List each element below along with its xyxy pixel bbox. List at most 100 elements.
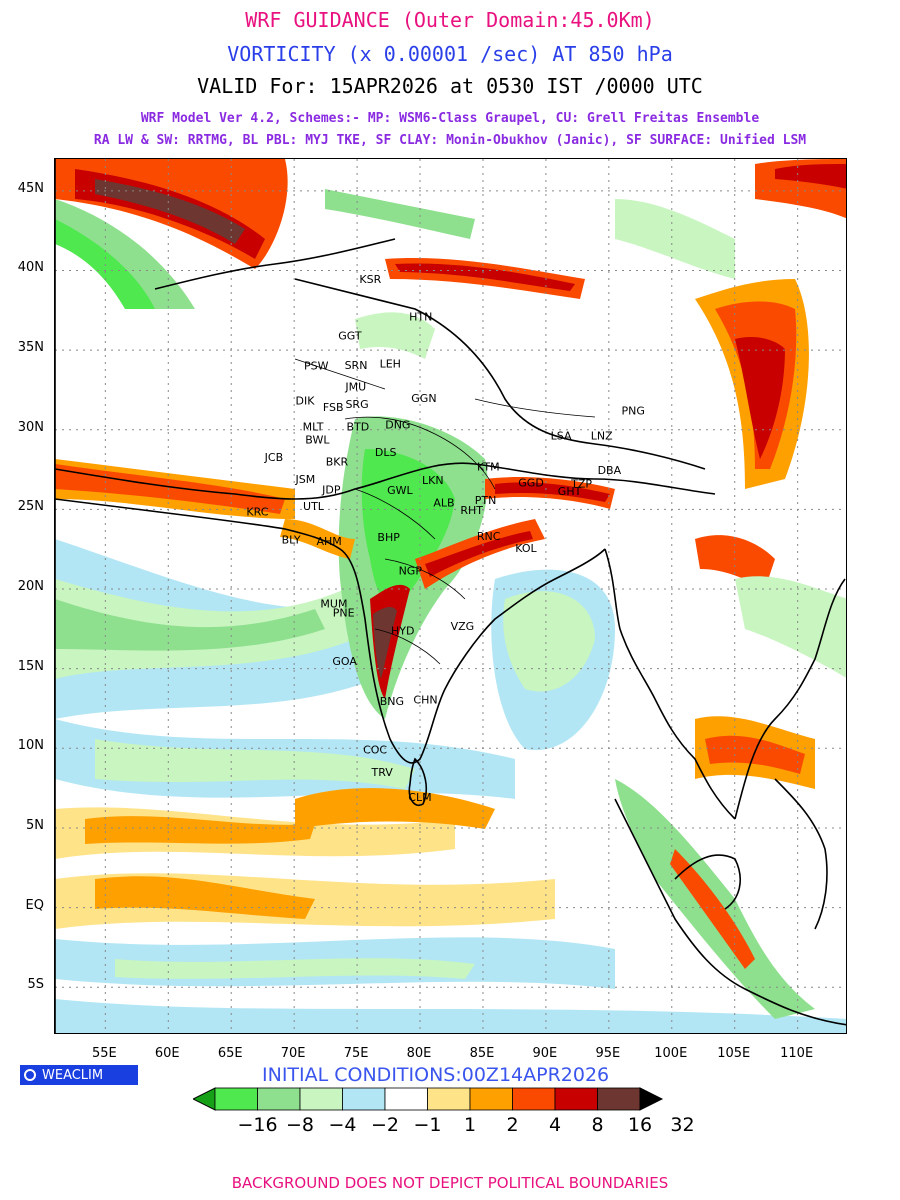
map-title: WRF GUIDANCE (Outer Domain:45.0Km)	[245, 8, 655, 32]
city-label: BTD	[346, 420, 369, 433]
city-label: MLT	[303, 421, 324, 434]
colorbar-low-arrow	[193, 1087, 216, 1111]
city-label: NGP	[399, 565, 423, 578]
city-label: CLM	[408, 791, 431, 804]
field-title: VORTICITY (x 0.00001 /sec) AT 850 hPa	[227, 42, 673, 66]
city-label: JSM	[294, 473, 315, 486]
lon-tick-label: 110E	[780, 1046, 814, 1061]
city-label: PTN	[475, 494, 497, 507]
city-label: CHN	[413, 693, 437, 706]
city-label: BLY	[282, 534, 301, 547]
city-label: KTM	[477, 460, 500, 473]
lat-tick-label: 5N	[26, 817, 44, 833]
colorbar-high-arrow	[639, 1087, 664, 1111]
initial-conditions: INITIAL CONDITIONS:00Z14APR2026	[262, 1064, 610, 1086]
brand-label: WEACLIM	[42, 1067, 104, 1083]
copyright-icon	[24, 1069, 36, 1081]
lat-tick-label: 45N	[17, 180, 44, 196]
city-label: JCB	[264, 451, 283, 464]
city-label: BNG	[380, 695, 404, 708]
colorbar-swatch	[214, 1087, 258, 1111]
schemes-line-2: RA LW & SW: RRTMG, BL PBL: MYJ TKE, SF C…	[93, 133, 807, 148]
city-label: FSB	[323, 401, 344, 414]
footer-note: BACKGROUND DOES NOT DEPICT POLITICAL BOU…	[231, 1174, 669, 1192]
city-label: LNZ	[591, 429, 613, 442]
city-label: HTN	[409, 311, 432, 324]
city-label: MUM	[320, 598, 347, 611]
lat-tick-label: 5S	[27, 977, 44, 993]
colorbar-label: 8	[591, 1114, 604, 1136]
lon-tick-label: 105E	[717, 1046, 751, 1061]
city-label: DLS	[375, 446, 397, 459]
city-label: DNG	[385, 419, 410, 432]
lat-tick-label: 20N	[17, 579, 44, 595]
colorbar-label: −1	[413, 1114, 442, 1136]
colorbar-swatch	[427, 1087, 471, 1111]
lat-tick-label: 35N	[17, 340, 44, 356]
city-label: DBA	[598, 464, 622, 477]
colorbar-swatch	[384, 1087, 428, 1111]
colorbar-label: −16	[237, 1114, 278, 1136]
city-label: HYD	[391, 625, 414, 638]
lat-tick-label: 40N	[17, 260, 44, 276]
lon-tick-label: 100E	[654, 1046, 688, 1061]
city-label: KOL	[515, 542, 537, 555]
colorbar-label: 4	[548, 1114, 562, 1136]
city-label: JMU	[344, 380, 366, 393]
city-label: PNG	[621, 405, 644, 418]
lat-tick-label: 25N	[17, 499, 44, 515]
lat-tick-label: 15N	[17, 658, 44, 674]
city-label: PNE	[333, 607, 355, 620]
colorbar-label: 2	[506, 1114, 519, 1136]
city-label: GGN	[411, 392, 436, 405]
colorbar-label: −4	[328, 1114, 357, 1136]
city-label: PSW	[304, 360, 329, 373]
city-label: GOA	[332, 655, 357, 668]
colorbar-label: 1	[463, 1114, 477, 1136]
lon-tick-label: 90E	[532, 1046, 558, 1061]
colorbar-swatch	[512, 1087, 556, 1111]
colorbar-label: 32	[670, 1114, 695, 1136]
city-label: SRN	[345, 359, 368, 372]
lon-tick-label: 65E	[217, 1046, 243, 1061]
city-label: VZG	[451, 620, 475, 633]
city-label: SRG	[345, 398, 368, 411]
valid-time: VALID For: 15APR2026 at 0530 IST /0000 U…	[197, 74, 703, 98]
city-label: GGD	[518, 476, 544, 489]
city-label: KRC	[246, 506, 268, 519]
lon-tick-label: 80E	[406, 1046, 432, 1061]
city-label: COC	[363, 743, 387, 756]
city-label: GHT	[558, 485, 582, 498]
colorbar-swatch	[554, 1087, 598, 1111]
colorbar-swatch	[299, 1087, 343, 1111]
city-label: RNC	[477, 530, 501, 543]
city-label: BKR	[326, 455, 349, 468]
lon-tick-label: 60E	[154, 1046, 180, 1061]
city-label: DIK	[295, 395, 315, 408]
city-label: AHM	[317, 535, 342, 548]
colorbar-label: −2	[370, 1114, 399, 1136]
lon-tick-label: 55E	[91, 1046, 117, 1061]
schemes-line-1: WRF Model Ver 4.2, Schemes:- MP: WSM6-Cl…	[140, 111, 760, 126]
city-label: BHP	[377, 531, 400, 544]
city-label: RHT	[460, 504, 483, 517]
vorticity-map: KSR HTN GGT PSW SRN LEH JMU GGN DIK SRG FSB MLT BTD D…	[54, 158, 847, 1034]
lat-tick-label: EQ	[25, 897, 44, 913]
lat-tick-label: 10N	[17, 738, 44, 754]
vorticity-shading	[55, 159, 846, 1033]
lon-tick-label: 95E	[595, 1046, 621, 1061]
lat-tick-label: 30N	[17, 419, 44, 435]
lon-tick-label: 70E	[280, 1046, 306, 1061]
city-label: GGT	[338, 329, 362, 342]
coastlines	[55, 159, 846, 1033]
city-label: TZP	[570, 477, 592, 490]
city-label: UTL	[303, 500, 325, 513]
city-label: BWL	[305, 433, 330, 446]
colorbar	[193, 1087, 664, 1111]
colorbar-swatch	[342, 1087, 386, 1111]
colorbar-swatch	[597, 1087, 641, 1111]
city-label: LSA	[551, 429, 572, 442]
admin-boundaries	[294, 358, 596, 665]
